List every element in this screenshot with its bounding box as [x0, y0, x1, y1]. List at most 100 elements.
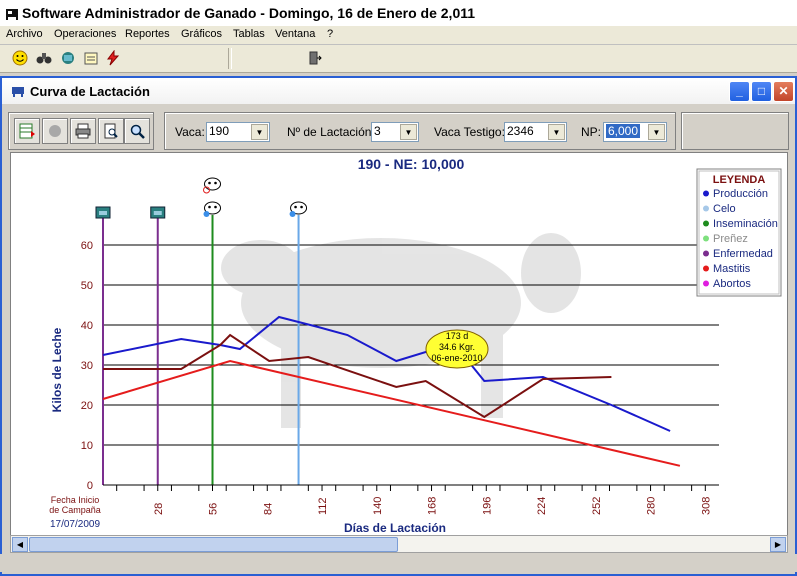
exit-door-icon[interactable]	[305, 49, 323, 67]
print-preview-icon[interactable]	[98, 118, 124, 144]
x-axis-label: Días de Lactación	[344, 521, 446, 535]
y-axis: 0 10 20 30 40 50 60	[81, 240, 93, 492]
x-tick-label: 140	[372, 497, 384, 515]
legend-marker	[703, 190, 709, 197]
y-tick-label: 30	[81, 360, 93, 372]
x-tick-label: 224	[536, 497, 548, 515]
zoom-icon[interactable]	[124, 118, 150, 144]
x-tick-label: 252	[591, 497, 603, 515]
hand-icon[interactable]	[42, 118, 68, 144]
x-tick-label: 112	[317, 497, 329, 515]
legend-marker	[703, 205, 709, 212]
menu-help[interactable]: ?	[327, 28, 334, 40]
menu-archivo[interactable]: Archivo	[6, 28, 43, 40]
printer-icon[interactable]	[70, 118, 96, 144]
lactation-number-value: 3	[374, 124, 381, 138]
main-toolbar	[0, 45, 797, 73]
filter-panel: Vaca: 190 ▼ Nº de Lactación: 3 ▼ Vaca Te…	[164, 112, 676, 150]
chevron-down-icon: ▼	[648, 124, 665, 140]
lightning-icon[interactable]	[104, 49, 122, 67]
y-axis-label: Kilos de Leche	[50, 327, 64, 412]
cow-face-icon-eye	[300, 205, 303, 209]
x-note-date: 17/07/2009	[50, 519, 100, 530]
app-title-bar: Software Administrador de Ganado - Domin…	[0, 0, 797, 26]
chart-area: 0 10 20 30 40 50 60 28 56 84 112 140 168 196 224 252 28…	[10, 152, 788, 537]
legend-marker	[703, 265, 709, 272]
notepad-icon[interactable]	[82, 49, 100, 67]
cow-face-icon-marker	[289, 211, 296, 217]
minimize-button[interactable]: _	[729, 81, 750, 102]
chevron-down-icon: ▼	[251, 124, 268, 140]
icon-panel	[8, 112, 154, 150]
cow-icon[interactable]	[59, 49, 77, 67]
legend-label: Producción	[713, 188, 768, 200]
table-export-icon[interactable]	[14, 118, 40, 144]
binoculars-icon[interactable]	[35, 49, 53, 67]
close-button[interactable]: ✕	[773, 81, 794, 102]
menu-ventana[interactable]: Ventana	[275, 28, 316, 40]
child-title-bar: Curva de Lactación _ □ ✕	[2, 78, 795, 104]
scroll-left-icon[interactable]: ◀	[12, 537, 28, 552]
np-value: 6,000	[606, 124, 641, 138]
x-tick-label: 196	[481, 497, 493, 515]
cow-face-icon-eye	[214, 205, 217, 209]
barn-icon	[150, 206, 166, 219]
np-label: NP:	[581, 125, 602, 139]
x-note-line-2: de Campaña	[49, 505, 101, 515]
lactation-number-label: Nº de Lactación:	[287, 125, 375, 139]
x-tick-label: 308	[700, 497, 712, 515]
cow-face-icon-head	[290, 201, 308, 215]
cow-face-icon-marker	[203, 211, 210, 217]
annotation-bubble: 173 d 34.6 Kgr. 06-ene-2010	[425, 329, 489, 369]
legend-label: Preñez	[713, 233, 748, 245]
cow-face-icon-eye	[208, 205, 211, 209]
legend-label: Celo	[713, 203, 736, 215]
annotation-line-3: 06-ene-2010	[431, 353, 482, 363]
menu-reportes[interactable]: Reportes	[125, 28, 170, 40]
y-tick-label: 60	[81, 240, 93, 252]
testigo-value: 2346	[507, 124, 534, 138]
menu-graficos[interactable]: Gráficos	[181, 28, 222, 40]
menu-tablas[interactable]: Tablas	[233, 28, 265, 40]
vaca-select[interactable]: 190 ▼	[206, 122, 270, 142]
legend-label: Mastitis	[713, 263, 751, 275]
legend-title: LEYENDA	[713, 174, 766, 186]
legend-label: Abortos	[713, 278, 751, 290]
chart-series	[102, 315, 681, 467]
cow-logo-icon	[12, 87, 24, 97]
maximize-button[interactable]: □	[751, 81, 772, 102]
menu-operaciones[interactable]: Operaciones	[54, 28, 117, 40]
barn-icon	[95, 206, 111, 219]
barn-icon-window	[99, 211, 107, 215]
chart-legend: LEYENDA Producción Celo Inseminación Preñez…	[696, 168, 782, 297]
scroll-right-icon[interactable]: ▶	[770, 537, 786, 552]
horizontal-scrollbar[interactable]: ◀ ▶	[10, 535, 788, 553]
barn-icon-window	[153, 211, 162, 215]
lactation-number-select[interactable]: 3 ▼	[371, 122, 419, 142]
series-line-producción	[102, 315, 671, 432]
cow-face-icon-eye	[294, 205, 297, 209]
app-title: Software Administrador de Ganado - Domin…	[22, 5, 476, 21]
cow-logo-icon	[6, 9, 18, 20]
y-tick-label: 40	[81, 320, 93, 332]
testigo-label: Vaca Testigo:	[434, 125, 505, 139]
scroll-thumb[interactable]	[29, 537, 398, 552]
cow-watermark-image	[221, 233, 581, 428]
legend-items: Producción Celo Inseminación Preñez Enfermed…	[703, 188, 778, 290]
x-tick-label: 280	[646, 497, 658, 515]
x-axis: 28 56 84 112 140 168 196 224 252 280 308	[103, 484, 719, 515]
y-tick-label: 20	[81, 400, 93, 412]
child-window-title: Curva de Lactación	[30, 84, 150, 99]
y-tick-label: 50	[81, 280, 93, 292]
series-line-enfermedad	[103, 333, 612, 419]
x-note-line-1: Fecha Inicio	[51, 495, 100, 505]
blank-panel	[681, 112, 789, 150]
annotation-line-2: 34.6 Kgr.	[439, 342, 475, 352]
testigo-select[interactable]: 2346 ▼	[504, 122, 567, 142]
smiley-icon[interactable]	[11, 49, 29, 67]
cow-face-icon-eye	[214, 181, 217, 185]
cow-face-icon-head	[204, 201, 222, 215]
np-select[interactable]: 6,000 ▼	[603, 122, 667, 142]
legend-label: Enfermedad	[713, 248, 773, 260]
